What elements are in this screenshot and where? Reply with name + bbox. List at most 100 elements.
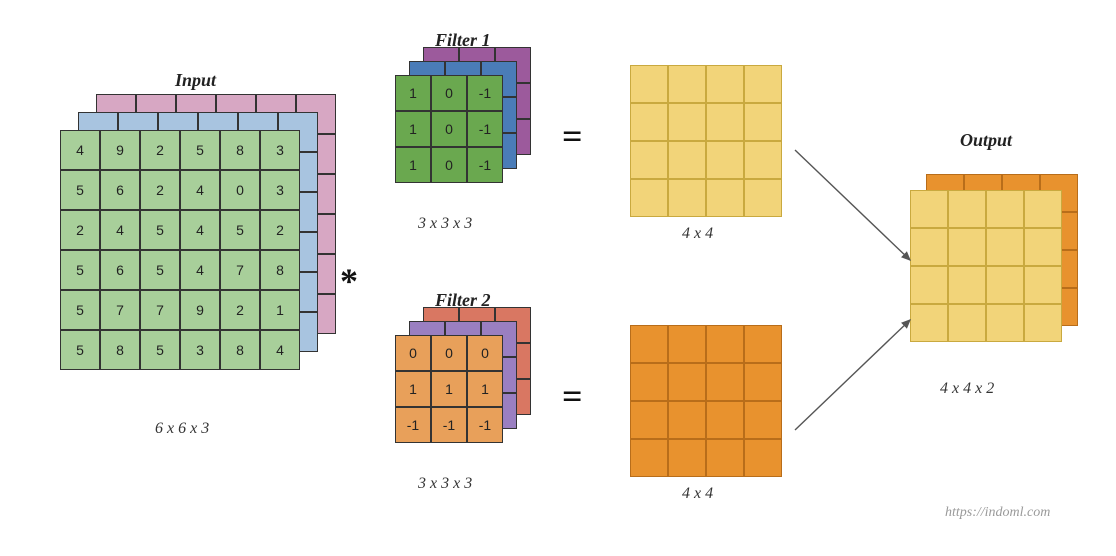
grid-cell <box>986 190 1024 228</box>
grid-cell: 4 <box>180 250 220 290</box>
grid-cell <box>630 325 668 363</box>
grid-cell <box>668 325 706 363</box>
credit-text: https://indoml.com <box>945 505 1050 521</box>
grid-cell <box>744 65 782 103</box>
grid-cell: 0 <box>467 335 503 371</box>
grid-cell <box>630 179 668 217</box>
grid-cell: 2 <box>140 130 180 170</box>
grid-cell: 1 <box>395 147 431 183</box>
grid-cell: 6 <box>100 170 140 210</box>
grid-cell <box>706 65 744 103</box>
grid-cell <box>986 266 1024 304</box>
result1-dim-caption: 4 x 4 <box>682 225 713 243</box>
input-dim-caption: 6 x 6 x 3 <box>155 420 209 438</box>
grid-cell: 1 <box>431 371 467 407</box>
grid-cell <box>668 103 706 141</box>
grid-cell <box>1024 228 1062 266</box>
grid-cell <box>1024 190 1062 228</box>
grid-cell: 5 <box>180 130 220 170</box>
grid-cell <box>986 228 1024 266</box>
equals-1: = <box>562 115 583 157</box>
grid-cell <box>706 363 744 401</box>
grid-cell <box>744 401 782 439</box>
grid-cell: 1 <box>395 371 431 407</box>
result2-grid <box>630 325 782 477</box>
grid-cell <box>948 304 986 342</box>
grid-cell <box>630 363 668 401</box>
grid-cell: 0 <box>431 111 467 147</box>
grid-cell <box>744 363 782 401</box>
grid-cell: 4 <box>180 210 220 250</box>
grid-cell <box>668 141 706 179</box>
grid-cell <box>948 266 986 304</box>
grid-cell: 1 <box>395 75 431 111</box>
output-label: Output <box>960 130 1012 151</box>
result2-dim-caption: 4 x 4 <box>682 485 713 503</box>
grid-cell <box>706 141 744 179</box>
grid-cell <box>1024 266 1062 304</box>
grid-cell <box>668 65 706 103</box>
grid-cell: -1 <box>467 147 503 183</box>
grid-cell <box>668 439 706 477</box>
grid-cell: 6 <box>100 250 140 290</box>
input-label: Input <box>175 70 216 91</box>
grid-cell: 0 <box>395 335 431 371</box>
grid-cell <box>706 179 744 217</box>
grid-cell: 3 <box>260 130 300 170</box>
conv-operator: * <box>340 260 358 302</box>
grid-cell: 5 <box>60 290 100 330</box>
grid-cell: -1 <box>467 111 503 147</box>
grid-cell <box>910 304 948 342</box>
grid-cell: 5 <box>60 250 100 290</box>
grid-cell: 2 <box>60 210 100 250</box>
grid-cell: 8 <box>260 250 300 290</box>
grid-cell <box>744 439 782 477</box>
grid-cell <box>948 228 986 266</box>
grid-cell: -1 <box>395 407 431 443</box>
grid-cell: 7 <box>100 290 140 330</box>
grid-cell: 5 <box>140 330 180 370</box>
grid-cell <box>910 266 948 304</box>
grid-cell: 8 <box>220 130 260 170</box>
grid-cell: 4 <box>100 210 140 250</box>
grid-cell: 2 <box>260 210 300 250</box>
output-dim-caption: 4 x 4 x 2 <box>940 380 994 398</box>
result1-grid <box>630 65 782 217</box>
grid-cell: -1 <box>431 407 467 443</box>
grid-cell: 3 <box>260 170 300 210</box>
grid-cell: 1 <box>395 111 431 147</box>
grid-cell: 8 <box>100 330 140 370</box>
grid-cell: 9 <box>180 290 220 330</box>
grid-cell: 7 <box>220 250 260 290</box>
grid-cell: 5 <box>220 210 260 250</box>
grid-cell: 0 <box>431 147 467 183</box>
grid-cell: 5 <box>60 330 100 370</box>
grid-cell <box>910 228 948 266</box>
grid-cell: 2 <box>220 290 260 330</box>
grid-cell <box>668 179 706 217</box>
grid-cell <box>706 439 744 477</box>
grid-cell: 0 <box>220 170 260 210</box>
grid-cell: 4 <box>260 330 300 370</box>
grid-cell <box>706 325 744 363</box>
grid-cell: 5 <box>140 210 180 250</box>
grid-cell <box>910 190 948 228</box>
grid-cell: 4 <box>180 170 220 210</box>
grid-cell: 7 <box>140 290 180 330</box>
grid-cell <box>706 103 744 141</box>
grid-cell <box>630 65 668 103</box>
grid-cell <box>744 103 782 141</box>
grid-cell <box>706 401 744 439</box>
grid-cell: 2 <box>140 170 180 210</box>
filter2-dim-caption: 3 x 3 x 3 <box>418 475 472 493</box>
filter1-dim-caption: 3 x 3 x 3 <box>418 215 472 233</box>
grid-cell <box>744 325 782 363</box>
grid-cell <box>1024 304 1062 342</box>
filter2-tensor: 000111-1-1-1 <box>395 307 531 443</box>
grid-cell: 1 <box>260 290 300 330</box>
grid-cell <box>630 439 668 477</box>
grid-cell: 0 <box>431 335 467 371</box>
grid-cell: 9 <box>100 130 140 170</box>
grid-cell <box>630 401 668 439</box>
grid-cell: 3 <box>180 330 220 370</box>
